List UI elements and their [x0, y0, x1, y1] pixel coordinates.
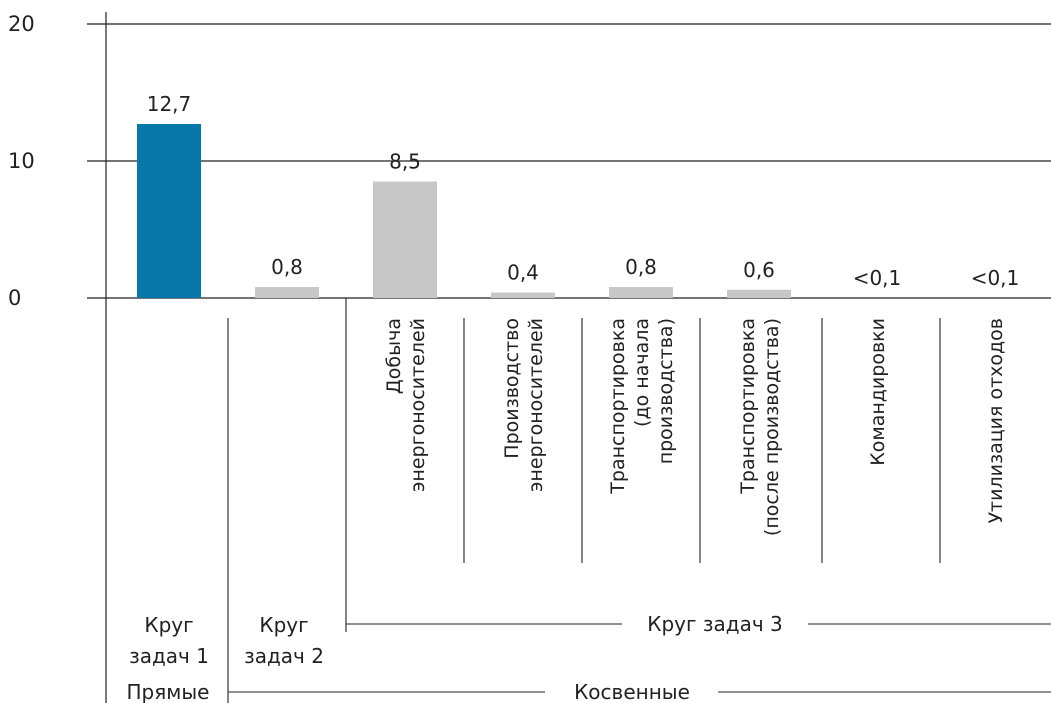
y-tick-label: 10 — [8, 149, 35, 173]
category-label: задач 2 — [244, 644, 324, 668]
data-label: 0,4 — [507, 261, 539, 285]
category-label: (до начала — [631, 318, 653, 427]
category-label-group: Командировки — [867, 318, 889, 466]
group-label-scope3: Круг задач 3 — [647, 612, 782, 636]
y-axis: 0 10 20 — [8, 12, 107, 703]
category-label-group: Транспортировка (после производства) — [737, 318, 783, 536]
category-label: энергоносителей — [407, 318, 429, 492]
category-label: Транспортировка — [607, 318, 629, 495]
data-label: 12,7 — [147, 92, 192, 116]
group-label-indirect: Косвенные — [574, 680, 690, 703]
bar — [137, 124, 201, 298]
data-label: 8,5 — [389, 150, 421, 174]
data-label: 0,8 — [625, 255, 657, 279]
category-label: производства) — [655, 318, 677, 464]
value-labels: 12,7 0,8 8,5 0,4 0,8 0,6 <0,1 <0,1 — [147, 92, 1020, 290]
category-label: Утилизация отходов — [985, 318, 1007, 524]
category-label: задач 1 — [129, 644, 209, 668]
category-label-group: Утилизация отходов — [985, 318, 1007, 524]
category-label: (после производства) — [761, 318, 783, 536]
data-label: 0,8 — [271, 255, 303, 279]
bars — [137, 124, 791, 298]
data-label: <0,1 — [971, 266, 1020, 290]
bar — [255, 287, 319, 298]
data-label: 0,6 — [743, 258, 775, 282]
category-label-group: Добыча энергоносителей — [383, 318, 429, 492]
category-label-group: Транспортировка (до начала производства) — [607, 318, 677, 495]
category-label: Транспортировка — [737, 318, 759, 495]
category-label: Круг — [259, 613, 308, 637]
category-label: энергоносителей — [525, 318, 547, 492]
group-label-direct: Прямые — [127, 680, 210, 703]
data-label: <0,1 — [853, 266, 902, 290]
bar — [609, 287, 673, 298]
category-label: Командировки — [867, 318, 889, 466]
bar — [491, 292, 555, 298]
bar — [727, 289, 791, 298]
y-tick-label: 20 — [8, 12, 35, 36]
group-brackets: Круг задач 3 Прямые Косвенные — [127, 298, 1051, 703]
gridlines — [87, 23, 1051, 299]
category-label: Круг — [144, 613, 193, 637]
y-tick-label: 0 — [8, 286, 21, 310]
category-label: Производство — [501, 318, 523, 459]
category-label-group: Производство энергоносителей — [501, 318, 547, 492]
bar — [373, 181, 437, 298]
category-label: Добыча — [383, 318, 405, 394]
